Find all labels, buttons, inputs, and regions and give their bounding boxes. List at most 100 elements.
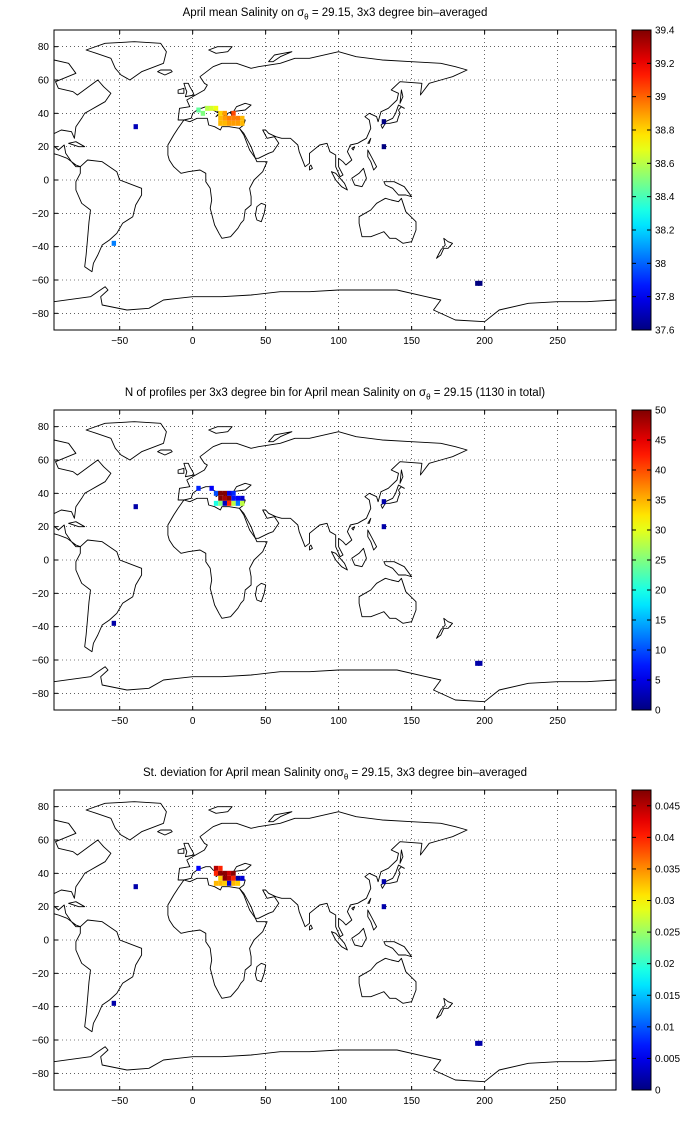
data-cell xyxy=(381,499,387,505)
data-cell xyxy=(235,500,241,506)
data-cell xyxy=(205,105,210,111)
coastline-australia xyxy=(358,577,417,624)
data-cell xyxy=(475,1040,480,1046)
data-cell xyxy=(209,485,214,491)
colorbar-tick-label: 0.03 xyxy=(655,896,675,907)
y-tick-label: 20 xyxy=(38,522,50,533)
coastline-svalbard xyxy=(208,46,233,54)
data-cell xyxy=(213,105,219,111)
colorbar-tick-label: 0 xyxy=(655,1086,661,1097)
coastline-sumatra xyxy=(330,171,348,191)
std-deviation-panel: St. deviation for April mean Salinity on… xyxy=(0,760,696,1140)
x-tick-label: 200 xyxy=(476,1096,493,1107)
x-tick-label: −50 xyxy=(111,1096,128,1107)
data-cell xyxy=(226,490,232,496)
y-tick-label: 80 xyxy=(38,42,50,53)
data-cell xyxy=(226,115,232,121)
coastline-layer xyxy=(54,41,616,323)
x-tick-label: 250 xyxy=(549,1096,566,1107)
data-cell xyxy=(231,500,236,506)
coastline-cuba xyxy=(68,901,86,908)
chart-title: N of profiles per 3x3 degree bin for Apr… xyxy=(124,387,546,402)
data-cell xyxy=(478,1040,483,1046)
y-tick-label: 0 xyxy=(43,556,49,567)
colorbar-tick-label: 39.4 xyxy=(655,26,675,37)
data-cell xyxy=(218,875,223,881)
chart-title: April mean Salinity on σθ = 29.15, 3x3 d… xyxy=(182,7,488,22)
coastline-borneo xyxy=(351,547,367,568)
data-cell xyxy=(222,110,227,116)
coastline-iceland xyxy=(157,449,173,456)
data-cells xyxy=(111,865,483,1046)
coastline-australia xyxy=(358,957,417,1004)
coastline-new-guinea xyxy=(383,561,413,578)
coastline-australia xyxy=(358,197,417,244)
data-cells xyxy=(111,105,483,286)
colorbar-tick-label: 0.04 xyxy=(655,833,675,844)
data-cell xyxy=(231,115,236,121)
coastline-hainan xyxy=(351,526,356,531)
coastline-layer xyxy=(54,421,616,703)
coastline-south-america xyxy=(75,919,143,1033)
grid-layer xyxy=(54,410,616,710)
data-cell xyxy=(218,500,223,506)
data-cell xyxy=(133,124,138,130)
y-tick-label: −20 xyxy=(32,209,49,220)
data-cell xyxy=(111,240,117,246)
data-cell xyxy=(222,490,227,496)
x-tick-label: 200 xyxy=(476,336,493,347)
coastline-japan xyxy=(380,484,405,509)
coastline-hainan xyxy=(351,906,356,911)
colorbar xyxy=(631,789,652,1091)
coastline-taiwan xyxy=(367,897,372,904)
data-cell xyxy=(240,875,245,881)
coastline-sakhalin xyxy=(399,469,404,484)
colorbar-tick-label: 45 xyxy=(655,436,667,447)
coastline-new-zealand xyxy=(436,997,453,1019)
data-cell xyxy=(218,120,223,126)
coastline-africa xyxy=(167,497,268,619)
data-cell xyxy=(133,504,138,510)
y-tick-label: −80 xyxy=(32,689,49,700)
data-cell xyxy=(218,870,223,876)
coastline-antarctica xyxy=(54,1046,616,1083)
data-cell xyxy=(226,875,232,881)
coastline-taiwan xyxy=(367,137,372,144)
coastline-north-america xyxy=(54,59,112,168)
data-cell xyxy=(133,884,138,890)
data-cells xyxy=(111,485,483,666)
data-cell xyxy=(222,120,227,126)
y-tick-label: −20 xyxy=(32,969,49,980)
data-cell xyxy=(196,865,201,871)
x-tick-label: 0 xyxy=(190,1096,196,1107)
y-tick-label: −60 xyxy=(32,1036,49,1047)
coastline-svalbard xyxy=(208,426,233,434)
y-tick-label: 40 xyxy=(38,109,50,120)
colorbar-tick-label: 0.005 xyxy=(655,1054,680,1065)
coastline-iceland xyxy=(157,69,173,76)
y-tick-label: 0 xyxy=(43,936,49,947)
coastline-british-isles xyxy=(183,842,195,858)
colorbar-tick-label: 39 xyxy=(655,92,667,103)
coastline-new-guinea xyxy=(383,941,413,958)
coastline-borneo xyxy=(351,927,367,948)
y-tick-label: 80 xyxy=(38,422,50,433)
y-tick-label: 60 xyxy=(38,836,50,847)
coastline-antarctica xyxy=(54,666,616,703)
coastline-antarctica xyxy=(54,286,616,323)
grid-layer xyxy=(54,30,616,330)
colorbar-tick-label: 38 xyxy=(655,259,667,270)
colorbar-tick-label: 0.035 xyxy=(655,864,680,875)
x-tick-label: 50 xyxy=(260,716,272,727)
coastline-new-zealand xyxy=(436,617,453,639)
data-cell xyxy=(213,865,219,871)
data-cell xyxy=(226,120,232,126)
data-cell xyxy=(231,120,236,126)
data-cell xyxy=(111,1000,117,1006)
coastline-iceland xyxy=(157,829,173,836)
coastline-south-america xyxy=(75,539,143,653)
colorbar-tick-label: 0.01 xyxy=(655,1022,675,1033)
coastline-africa xyxy=(167,117,268,239)
data-cell xyxy=(231,870,236,876)
coastline-greenland xyxy=(85,421,167,461)
